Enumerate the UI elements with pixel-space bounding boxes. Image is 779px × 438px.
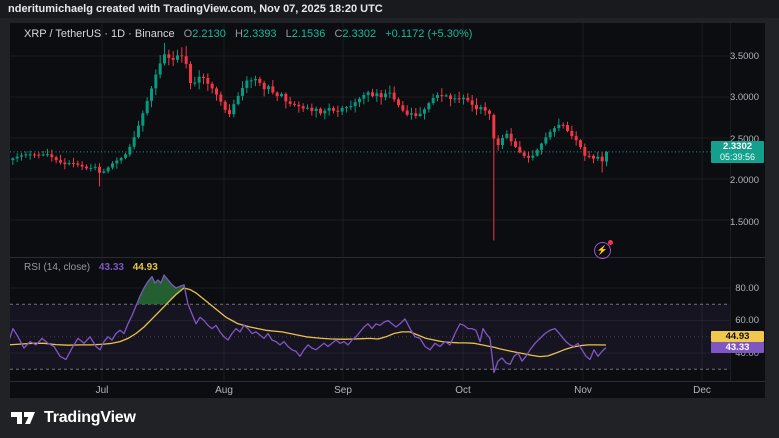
- attribution-text: nderitumichaelg created with TradingView…: [8, 3, 383, 15]
- symbol-title: XRP / TetherUS · 1D · Binance: [24, 28, 175, 40]
- low-label: L: [285, 28, 292, 40]
- current-price-badge: 2.3302 05:39:56: [711, 141, 764, 163]
- tradingview-brand-text: TradingView: [44, 409, 136, 426]
- bar-countdown: 05:39:56: [719, 152, 756, 162]
- open-label: O: [183, 28, 193, 40]
- low-value: 2.1536: [291, 28, 326, 40]
- instant-trading-button[interactable]: ⚡: [594, 240, 613, 261]
- tradingview-logo-icon: [11, 412, 35, 424]
- footer-bar: TradingView: [0, 398, 779, 438]
- rsi-tick-60: 60.00: [735, 315, 759, 326]
- close-value: 2.3302: [342, 28, 377, 40]
- chart-panel[interactable]: XRP / TetherUS · 1D · Binance O2.2130 H2…: [10, 23, 765, 398]
- rsi-legend[interactable]: RSI (14, close) 43.33 44.93: [24, 262, 158, 273]
- symbol-legend[interactable]: XRP / TetherUS · 1D · Binance O2.2130 H2…: [24, 28, 472, 40]
- rsi-title: RSI (14, close): [24, 262, 91, 273]
- candlestick-and-rsi-chart[interactable]: [10, 23, 765, 398]
- lightning-icon: ⚡: [594, 242, 611, 259]
- time-tick-dec: Dec: [693, 385, 711, 396]
- tradingview-brand-link[interactable]: TradingView: [0, 408, 136, 428]
- price-tick-2-0: 2.0000: [729, 175, 759, 186]
- price-tick-3-5: 3.5000: [729, 51, 759, 62]
- rsi-ma-badge: 44.93: [711, 331, 764, 342]
- time-tick-jul: Jul: [95, 385, 109, 396]
- rsi-value: 43.33: [98, 262, 124, 273]
- current-price: 2.3302: [722, 141, 753, 152]
- price-tick-2-5: 2.5000: [729, 134, 759, 145]
- time-tick-aug: Aug: [215, 385, 233, 396]
- high-value: 2.3393: [242, 28, 277, 40]
- rsi-ma-value: 44.93: [132, 262, 158, 273]
- attribution-bar: nderitumichaelg created with TradingView…: [0, 0, 779, 18]
- close-label: C: [334, 28, 343, 40]
- high-label: H: [234, 28, 243, 40]
- price-tick-1-5: 1.5000: [729, 217, 759, 228]
- rsi-value-badge: 43.33: [711, 342, 764, 353]
- rsi-tick-40: 40.00: [735, 348, 759, 359]
- change-value: +0.1172 (+5.30%): [385, 28, 473, 40]
- price-tick-3-0: 3.0000: [729, 92, 759, 103]
- open-value: 2.2130: [192, 28, 226, 40]
- time-tick-oct: Oct: [455, 385, 471, 396]
- time-tick-sep: Sep: [334, 385, 352, 396]
- rsi-tick-80: 80.00: [735, 283, 759, 294]
- time-tick-nov: Nov: [574, 385, 592, 396]
- notification-dot: [608, 240, 613, 245]
